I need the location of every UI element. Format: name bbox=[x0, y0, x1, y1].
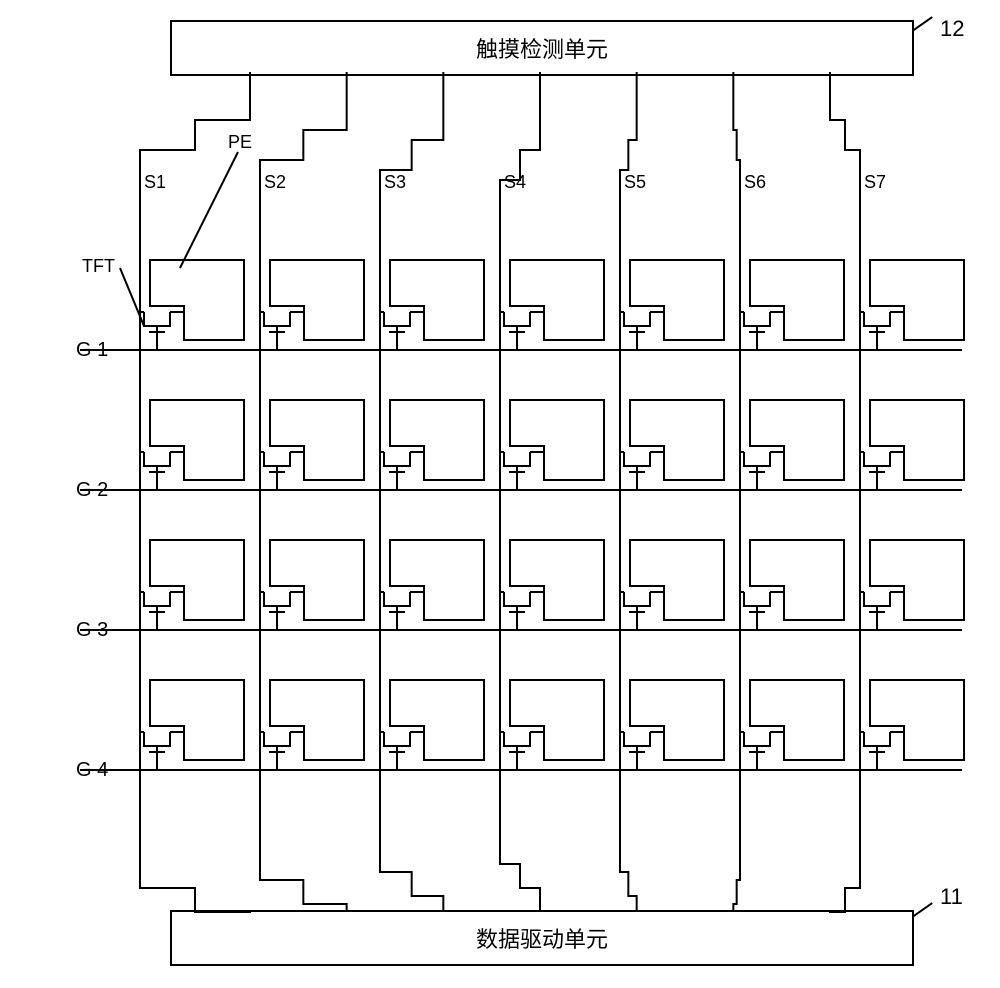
svg-text:S2: S2 bbox=[264, 172, 286, 192]
svg-text:S3: S3 bbox=[384, 172, 406, 192]
svg-text:PE: PE bbox=[228, 132, 252, 152]
svg-text:S4: S4 bbox=[504, 172, 526, 192]
svg-text:S5: S5 bbox=[624, 172, 646, 192]
svg-text:S7: S7 bbox=[864, 172, 886, 192]
svg-text:S1: S1 bbox=[144, 172, 166, 192]
svg-text:TFT: TFT bbox=[82, 256, 115, 276]
schematic-svg: S1 S2 S3 S4 S5 S6 S7 G 1 G 2 G 3 G 4 PE TFT bbox=[20, 20, 980, 968]
svg-text:S6: S6 bbox=[744, 172, 766, 192]
svg-text:G 2: G 2 bbox=[76, 479, 108, 501]
svg-text:G 3: G 3 bbox=[76, 619, 108, 641]
svg-text:G 1: G 1 bbox=[76, 339, 108, 361]
svg-text:G 4: G 4 bbox=[76, 759, 108, 781]
diagram-canvas: 触摸检测单元 12 数据驱动单元 11 S1S2S3S4S5S6S7G 1G 2… bbox=[20, 20, 980, 968]
